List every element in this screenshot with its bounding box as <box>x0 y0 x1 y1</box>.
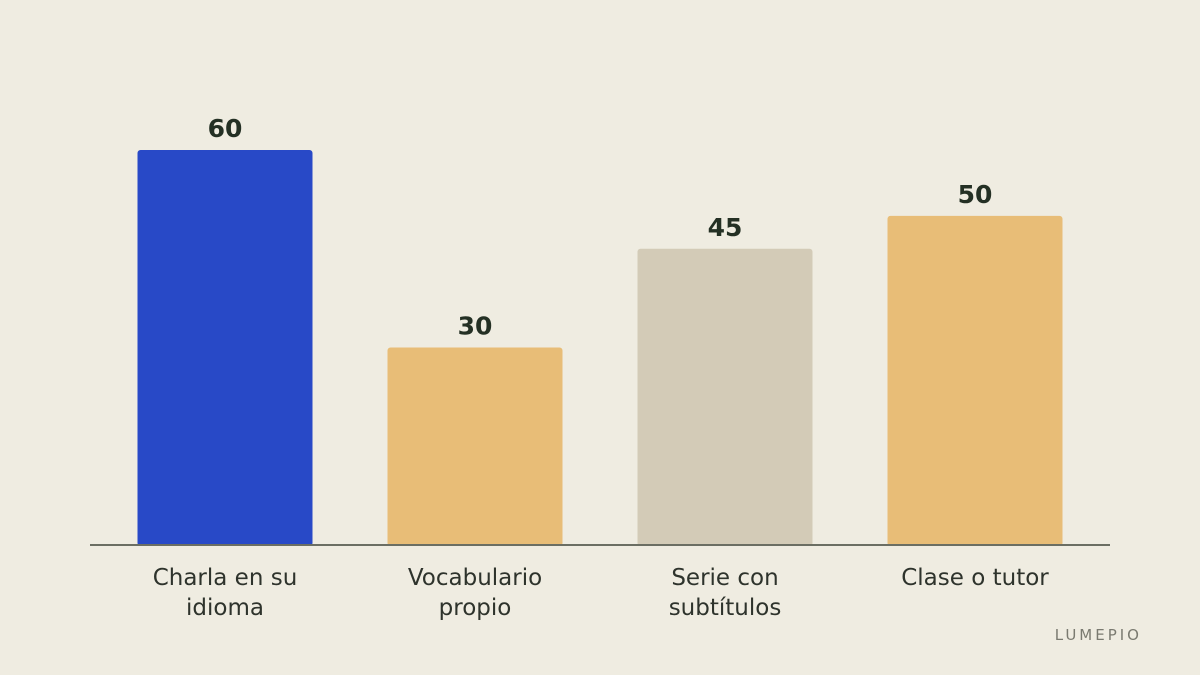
bar-value-label-0: 60 <box>208 114 243 143</box>
bars-group <box>137 150 1063 547</box>
category-label-0-line-0: Charla en su <box>153 565 298 591</box>
bar-value-label-1: 30 <box>458 312 493 341</box>
bar-0 <box>137 150 313 546</box>
category-label-1-line-1: propio <box>439 595 512 621</box>
category-labels-group: Charla en su idioma Vocabulario propio Serie… <box>153 565 1050 621</box>
category-label-2-line-0: Serie con <box>671 565 778 591</box>
value-labels-group: 60 30 45 50 <box>208 114 993 341</box>
brand-logo-text: LUMEPIO <box>1054 626 1142 644</box>
category-label-2-line-1: subtítulos <box>669 595 782 621</box>
bar-2 <box>637 248 813 546</box>
category-label-1-line-0: Vocabulario <box>408 565 542 591</box>
bar-value-label-2: 45 <box>708 213 743 242</box>
category-label-3-line-0: Clase o tutor <box>901 565 1049 591</box>
bar-1 <box>387 347 563 546</box>
bar-3 <box>887 215 1063 547</box>
category-label-0-line-1: idioma <box>186 595 264 621</box>
bar-value-label-3: 50 <box>958 180 993 209</box>
